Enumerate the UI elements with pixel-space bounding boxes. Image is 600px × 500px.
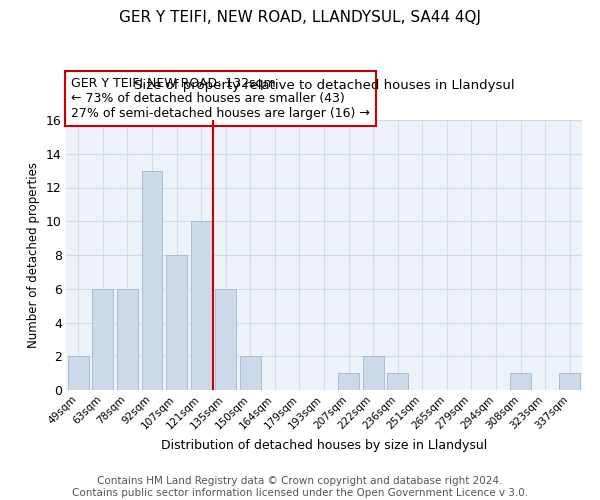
Bar xyxy=(559,373,580,390)
Bar xyxy=(191,221,212,390)
Bar xyxy=(142,170,163,390)
Bar xyxy=(362,356,383,390)
Bar xyxy=(338,373,359,390)
Title: Size of property relative to detached houses in Llandysul: Size of property relative to detached ho… xyxy=(134,80,514,92)
Text: Contains HM Land Registry data © Crown copyright and database right 2024.
Contai: Contains HM Land Registry data © Crown c… xyxy=(72,476,528,498)
Y-axis label: Number of detached properties: Number of detached properties xyxy=(28,162,40,348)
X-axis label: Distribution of detached houses by size in Llandysul: Distribution of detached houses by size … xyxy=(161,440,487,452)
Text: GER Y TEIFI NEW ROAD: 132sqm
← 73% of detached houses are smaller (43)
27% of se: GER Y TEIFI NEW ROAD: 132sqm ← 73% of de… xyxy=(71,77,370,120)
Bar xyxy=(92,289,113,390)
Bar xyxy=(387,373,408,390)
Text: GER Y TEIFI, NEW ROAD, LLANDYSUL, SA44 4QJ: GER Y TEIFI, NEW ROAD, LLANDYSUL, SA44 4… xyxy=(119,10,481,25)
Bar xyxy=(510,373,531,390)
Bar xyxy=(215,289,236,390)
Bar xyxy=(166,255,187,390)
Bar xyxy=(68,356,89,390)
Bar xyxy=(240,356,261,390)
Bar xyxy=(117,289,138,390)
